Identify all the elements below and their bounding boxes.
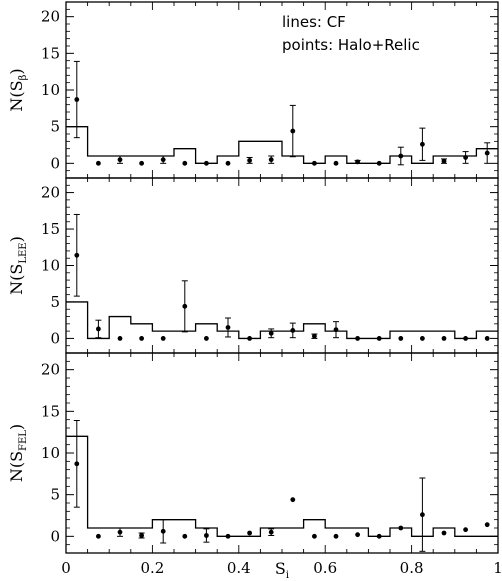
halo-relic-point	[441, 530, 447, 536]
y-tick-label: 15	[41, 44, 60, 62]
halo-relic-point	[355, 336, 360, 341]
panel-3: 0 5 10 15 20 N(SFEL) 0 0.2 0.4 0.6 0.8 1 Si	[7, 352, 502, 581]
halo-relic-point	[398, 153, 404, 159]
plot-frame	[65, 177, 499, 354]
halo-relic-point	[247, 158, 253, 163]
cf-step-line	[66, 126, 498, 164]
halo-relic-point	[441, 336, 447, 341]
halo-relic-point	[441, 158, 447, 164]
halo-relic-point	[225, 533, 231, 539]
halo-relic-point	[333, 160, 339, 166]
panel-1: 0 5 10 15 20 N(Sβ)	[7, 1, 499, 179]
halo-relic-point	[290, 128, 296, 134]
halo-relic-point	[204, 160, 209, 166]
annotation-points: points: Halo+Relic	[282, 36, 420, 54]
y-tick-label: 5	[50, 486, 60, 504]
y-tick-label: 5	[50, 293, 60, 311]
annotation-lines: lines: CF	[282, 13, 346, 31]
halo-relic-point	[139, 160, 145, 166]
halo-relic-point	[247, 530, 253, 536]
y-tick-label: 15	[41, 402, 60, 420]
y-tick-label: 0	[50, 527, 60, 545]
halo-relic-point	[225, 160, 231, 166]
halo-relic-point	[290, 497, 296, 503]
halo-relic-point	[398, 525, 404, 531]
x-tick-label: 0.8	[400, 559, 424, 577]
halo-relic-point	[355, 532, 360, 538]
halo-relic-point	[376, 336, 382, 341]
halo-relic-point	[312, 333, 317, 339]
y-tick-label: 0	[50, 329, 60, 347]
y-axis-label: N(Sβ)	[7, 68, 29, 111]
panel-2: 0 5 10 15 20 N(SLEE)	[7, 177, 499, 354]
halo-relic-point	[268, 529, 274, 535]
halo-relic-point	[420, 336, 425, 341]
halo-relic-point	[420, 512, 425, 518]
cf-step-line	[66, 435, 498, 537]
halo-relic-point	[463, 336, 468, 341]
y-tick-label: 10	[41, 444, 60, 462]
halo-relic-point	[463, 527, 468, 533]
cf-step-line	[66, 301, 498, 340]
halo-relic-point	[74, 97, 80, 102]
y-tick-label: 0	[50, 154, 60, 172]
plot-frame	[65, 352, 499, 554]
y-tick-label: 10	[41, 257, 60, 275]
halo-relic-point	[355, 159, 360, 165]
halo-relic-point	[117, 157, 123, 163]
y-tick-label: 20	[41, 8, 60, 26]
x-tick-label: 0.4	[227, 559, 251, 577]
halo-relic-point	[160, 157, 166, 163]
halo-relic-point	[204, 533, 209, 538]
halo-relic-point	[182, 303, 188, 309]
halo-relic-point	[74, 252, 80, 258]
halo-relic-point	[247, 336, 253, 341]
halo-relic-point	[484, 522, 490, 528]
halo-relic-point	[463, 155, 468, 160]
halo-relic-point	[182, 160, 188, 166]
y-tick-label: 20	[41, 184, 60, 202]
halo-relic-point	[333, 327, 339, 333]
halo-relic-point	[117, 336, 123, 341]
halo-relic-point	[74, 461, 80, 467]
halo-relic-point	[225, 325, 231, 330]
halo-relic-point	[333, 533, 339, 539]
halo-relic-point	[96, 326, 101, 332]
halo-relic-point	[484, 336, 490, 341]
x-tick-label: 0.6	[313, 559, 337, 577]
halo-relic-point	[160, 528, 166, 534]
y-axis-label: N(SLEE)	[7, 236, 29, 295]
halo-relic-point	[96, 160, 101, 166]
y-tick-label: 20	[41, 361, 60, 379]
y-tick-label: 10	[41, 81, 60, 99]
halo-relic-point	[290, 327, 296, 333]
halo-relic-point	[420, 141, 425, 147]
halo-relic-point	[139, 533, 145, 538]
halo-relic-point	[484, 150, 490, 156]
halo-relic-point	[182, 533, 188, 539]
halo-relic-point	[268, 157, 274, 163]
halo-relic-point	[160, 336, 166, 341]
halo-relic-point	[204, 336, 209, 341]
halo-relic-point	[96, 533, 101, 539]
halo-relic-point	[376, 160, 382, 166]
halo-relic-point	[268, 330, 274, 336]
halo-relic-point	[139, 336, 145, 341]
halo-relic-point	[312, 533, 317, 539]
y-tick-label: 15	[41, 220, 60, 238]
halo-relic-point	[312, 160, 317, 166]
x-axis-label: Si	[275, 559, 289, 581]
halo-relic-point	[398, 336, 404, 341]
y-tick-label: 5	[50, 118, 60, 136]
halo-relic-point	[376, 533, 382, 539]
x-tick-label: 0.2	[140, 559, 164, 577]
halo-relic-point	[117, 529, 123, 535]
x-tick-label: 0	[61, 559, 71, 577]
y-axis-label: N(SFEL)	[7, 424, 29, 482]
x-tick-label: 1	[493, 559, 502, 577]
